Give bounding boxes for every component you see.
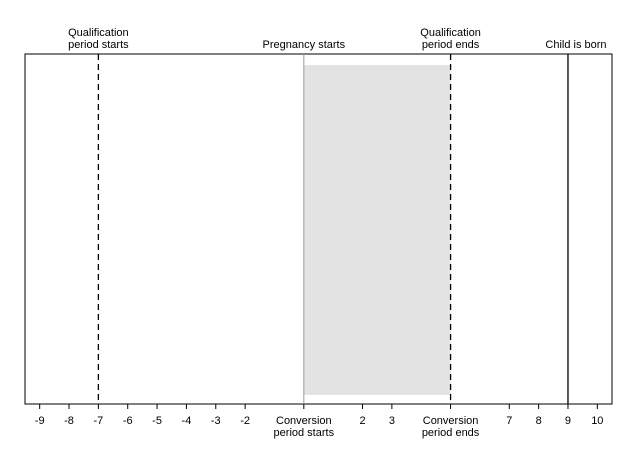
tick-label: 7 — [506, 415, 512, 427]
tick-label: -3 — [211, 415, 221, 427]
tick-label: 10 — [591, 415, 603, 427]
tick-label: -4 — [182, 415, 192, 427]
tick-label: -7 — [93, 415, 103, 427]
tick-label: 8 — [536, 415, 542, 427]
tick-label: 3 — [389, 415, 395, 427]
tick-label: -9 — [35, 415, 45, 427]
event-label: Qualification — [420, 27, 481, 39]
event-label: period starts — [68, 39, 129, 51]
tick-label: -5 — [152, 415, 162, 427]
event-label: Pregnancy starts — [263, 39, 346, 51]
tick-label: Conversion — [423, 415, 479, 427]
event-label: period ends — [422, 39, 480, 51]
tick-label: Conversion — [276, 415, 332, 427]
event-label: Child is born — [545, 39, 606, 51]
event-label: Qualification — [68, 27, 129, 39]
tick-label: -8 — [64, 415, 74, 427]
tick-label: 2 — [359, 415, 365, 427]
tick-label: period ends — [422, 427, 480, 439]
tick-label: -6 — [123, 415, 133, 427]
tick-label: 9 — [565, 415, 571, 427]
tick-label: -2 — [240, 415, 250, 427]
tick-label: period starts — [274, 427, 335, 439]
conversion-period-shading — [303, 65, 451, 395]
plot-frame — [24, 53, 613, 405]
